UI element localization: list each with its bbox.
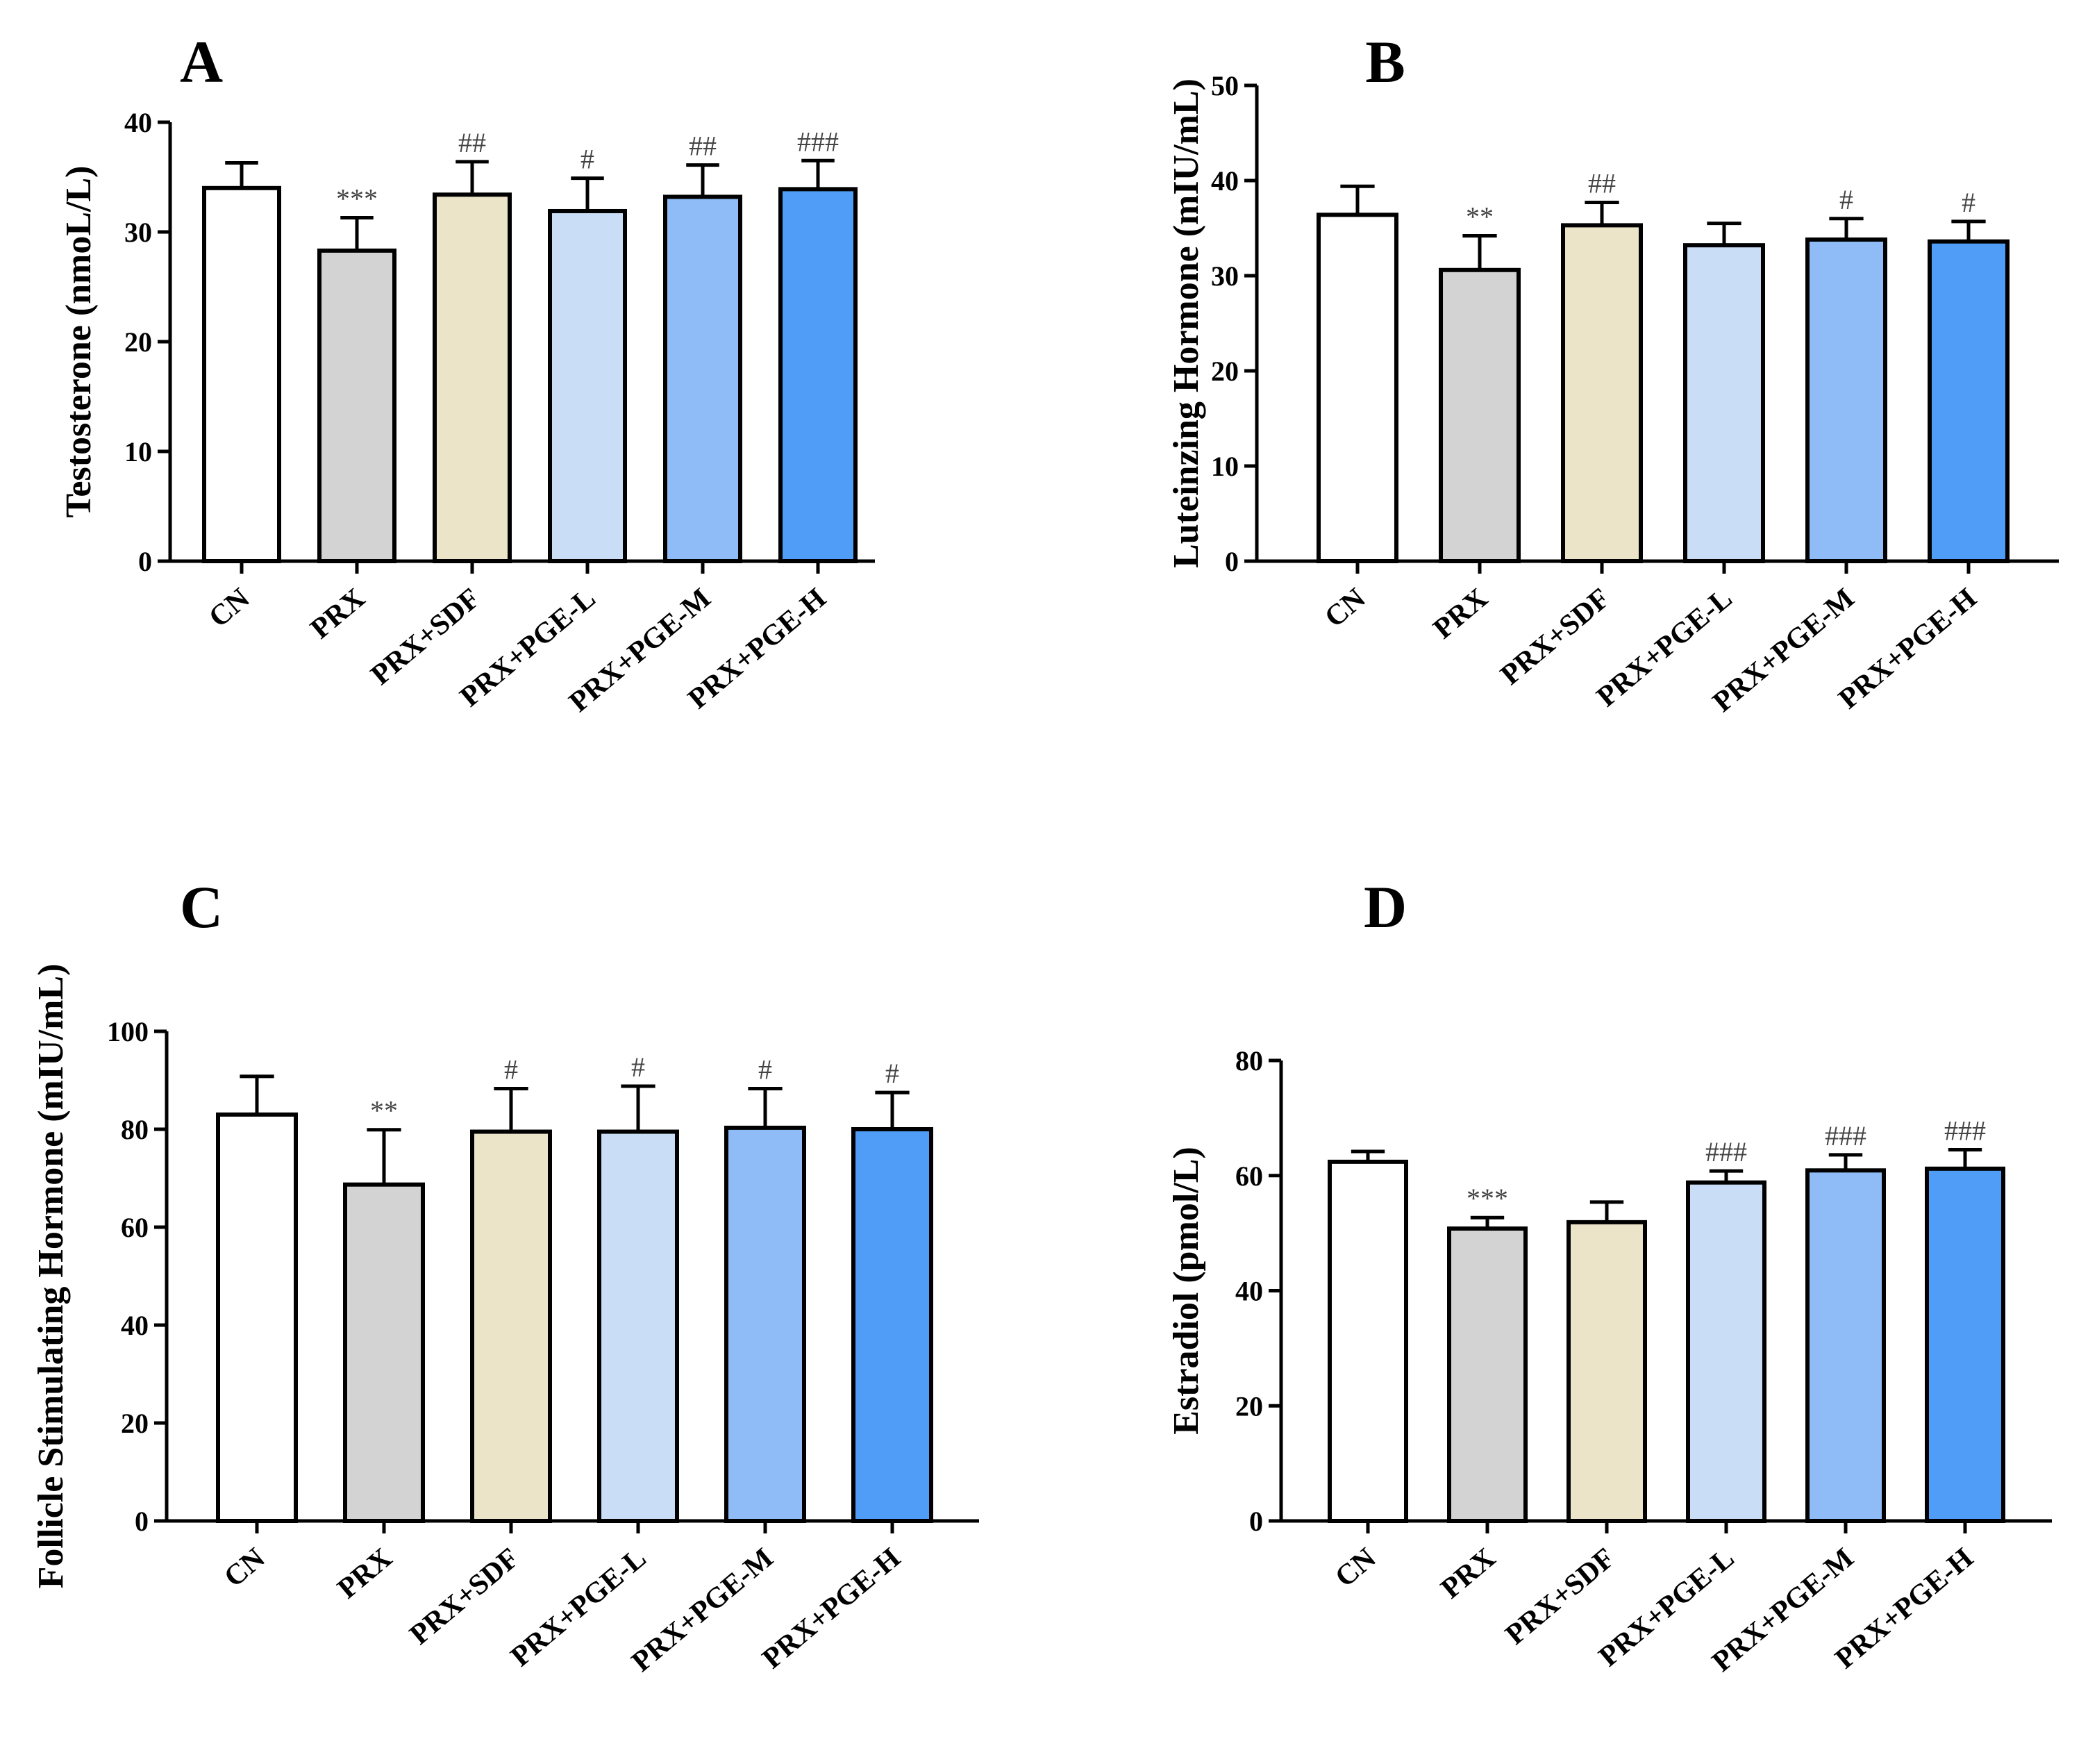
bar-prx-sdf bbox=[1561, 223, 1643, 563]
significance-label: *** bbox=[1467, 1183, 1508, 1214]
significance-label: # bbox=[631, 1051, 645, 1083]
y-tick-label: 60 bbox=[121, 1212, 149, 1243]
bar-prx-pge-l bbox=[548, 208, 627, 563]
category-label: PRX+SDF bbox=[365, 582, 487, 691]
y-tick-label: 30 bbox=[124, 217, 152, 248]
significance-label: # bbox=[1839, 184, 1853, 215]
bar-prx-pge-m bbox=[1805, 237, 1887, 563]
y-tick-label: 40 bbox=[124, 107, 152, 138]
y-tick-label: 50 bbox=[1211, 70, 1239, 101]
significance-label: ### bbox=[1944, 1115, 1986, 1146]
bar-prx-pge-h bbox=[1928, 239, 2010, 563]
panel-letter: A bbox=[180, 28, 223, 95]
panel-letter: C bbox=[180, 874, 223, 940]
bar-cn bbox=[216, 1112, 298, 1523]
panel-letter: B bbox=[1365, 28, 1405, 95]
bar-prx-pge-m bbox=[1805, 1168, 1886, 1523]
bar-prx-pge-l bbox=[1683, 243, 1765, 563]
y-tick-label: 0 bbox=[1249, 1506, 1263, 1537]
category-label: PRX bbox=[1428, 582, 1494, 645]
panel-D: D Estradiol (pmol/L) 0 20 40 60 80 CN PRX *** PRX+… bbox=[1167, 874, 2052, 1678]
significance-label: ### bbox=[797, 126, 839, 157]
y-tick-label: 20 bbox=[121, 1408, 149, 1439]
category-label: CN bbox=[203, 582, 256, 633]
category-label: PRX+SDF bbox=[1500, 1542, 1621, 1651]
y-tick-label: 20 bbox=[1211, 356, 1239, 387]
bar-prx bbox=[317, 248, 396, 563]
significance-label: ## bbox=[458, 127, 486, 158]
bar-cn bbox=[202, 185, 281, 563]
y-tick-label: 10 bbox=[124, 436, 152, 467]
bar-prx bbox=[1447, 1226, 1528, 1523]
category-label: PRX bbox=[332, 1542, 399, 1605]
y-tick-label: 40 bbox=[1211, 165, 1239, 197]
bar-prx-sdf bbox=[433, 192, 512, 563]
y-tick-label: 30 bbox=[1211, 260, 1239, 292]
significance-label: ** bbox=[1466, 201, 1494, 232]
significance-label: *** bbox=[336, 183, 378, 214]
category-label: PRX bbox=[1435, 1542, 1502, 1605]
y-tick-label: 20 bbox=[124, 326, 152, 358]
bar-prx-sdf bbox=[1567, 1220, 1647, 1524]
y-tick-label: 20 bbox=[1235, 1390, 1263, 1422]
category-label: CN bbox=[218, 1542, 271, 1593]
y-tick-label: 60 bbox=[1235, 1160, 1263, 1192]
bar-prx bbox=[1439, 267, 1521, 563]
bar-prx bbox=[343, 1182, 425, 1524]
significance-label: ## bbox=[689, 131, 717, 162]
significance-label: # bbox=[504, 1054, 518, 1085]
y-tick-label: 100 bbox=[107, 1016, 149, 1047]
category-label: PRX+PGE-H bbox=[757, 1542, 907, 1675]
y-tick-label: 80 bbox=[121, 1114, 149, 1145]
bar-prx-pge-l bbox=[597, 1129, 679, 1523]
significance-label: # bbox=[758, 1054, 772, 1085]
bar-prx-pge-m bbox=[663, 194, 742, 563]
significance-label: ### bbox=[1825, 1120, 1866, 1151]
bar-prx-pge-h bbox=[778, 187, 858, 563]
y-axis-label: Follicle Stimulating Hormone (mIU/mL) bbox=[31, 964, 71, 1589]
y-tick-label: 10 bbox=[1211, 451, 1239, 482]
panel-A: A Testosterone (nmoL/L) 0 10 20 30 40 CN PRX *** P… bbox=[59, 28, 875, 718]
bar-prx-pge-h bbox=[1925, 1166, 2005, 1524]
significance-label: ** bbox=[370, 1095, 398, 1126]
bar-prx-pge-m bbox=[724, 1125, 806, 1523]
bar-cn bbox=[1317, 213, 1398, 563]
significance-label: # bbox=[885, 1058, 899, 1089]
significance-label: # bbox=[1962, 187, 1975, 218]
panel-letter: D bbox=[1364, 874, 1407, 940]
category-label: CN bbox=[1319, 582, 1371, 633]
bar-cn bbox=[1328, 1159, 1408, 1523]
y-tick-label: 80 bbox=[1235, 1045, 1263, 1076]
panel-C: C Follicle Stimulating Hormone (mIU/mL) 0 2… bbox=[31, 874, 979, 1678]
category-label: PRX+SDF bbox=[404, 1542, 526, 1651]
significance-label: ### bbox=[1705, 1136, 1747, 1167]
significance-label: ## bbox=[1588, 168, 1616, 199]
category-label: PRX+SDF bbox=[1495, 582, 1616, 691]
significance-label: # bbox=[580, 144, 594, 175]
bar-prx-sdf bbox=[470, 1129, 552, 1523]
y-tick-label: 0 bbox=[135, 1506, 149, 1537]
panel-B: B Luteinzing Hormone (mIU/mL) 0 10 20 30 40 50 C… bbox=[1167, 28, 2059, 718]
y-tick-label: 40 bbox=[1235, 1276, 1263, 1307]
bar-prx-pge-h bbox=[851, 1127, 933, 1523]
y-axis-label: Luteinzing Hormone (mIU/mL) bbox=[1167, 78, 1206, 568]
y-tick-label: 0 bbox=[138, 546, 152, 577]
y-tick-label: 40 bbox=[121, 1310, 149, 1341]
category-label: PRX bbox=[305, 582, 371, 645]
category-label: CN bbox=[1329, 1542, 1382, 1593]
y-tick-label: 0 bbox=[1225, 546, 1239, 577]
y-axis-label: Testosterone (nmoL/L) bbox=[59, 166, 99, 518]
y-axis-label: Estradiol (pmol/L) bbox=[1167, 1147, 1206, 1435]
bar-prx-pge-l bbox=[1686, 1180, 1766, 1523]
